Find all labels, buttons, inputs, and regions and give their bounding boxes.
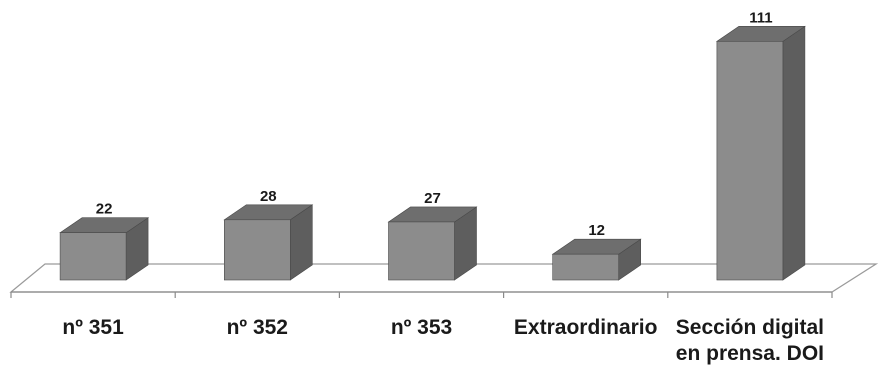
bar-front-face (552, 253, 620, 281)
data-label: 28 (260, 188, 277, 205)
data-label: 111 (749, 9, 772, 26)
bar-front-face (388, 221, 455, 281)
data-labels: 22 28 27 12 111 (96, 9, 773, 239)
x-tick-label-line: en prensa. DOI (676, 342, 824, 365)
bar (387, 206, 478, 281)
x-tick-labels: nº 351 nº 352 nº 353 Extraordinario Sección … (62, 316, 824, 365)
x-tick-label-line: nº 353 (391, 316, 452, 339)
bar (223, 204, 314, 281)
data-label: 27 (424, 190, 441, 207)
bars (59, 25, 806, 281)
x-tick-label-line: nº 351 (62, 316, 124, 339)
x-tick-label: nº 352 (227, 316, 288, 339)
x-tick-label-line: nº 352 (227, 316, 288, 339)
x-tick-label: Sección digital en prensa. DOI (676, 316, 824, 365)
bar (59, 217, 150, 281)
x-tick-label-line: Sección digital (676, 316, 824, 339)
x-tick-label: nº 351 (62, 316, 124, 339)
bar-front-face (59, 232, 127, 281)
data-label: 22 (96, 201, 113, 218)
bar (551, 238, 642, 281)
x-tick-label: Extraordinario (514, 316, 658, 339)
bar-side-face (782, 25, 806, 281)
bar-front-face (224, 219, 291, 281)
bar (715, 25, 806, 281)
x-axis (10, 291, 833, 298)
x-tick-label-line: Extraordinario (514, 316, 658, 339)
x-tick-label: nº 353 (391, 316, 452, 339)
bar-front-face (716, 41, 784, 281)
data-label: 12 (588, 222, 605, 239)
